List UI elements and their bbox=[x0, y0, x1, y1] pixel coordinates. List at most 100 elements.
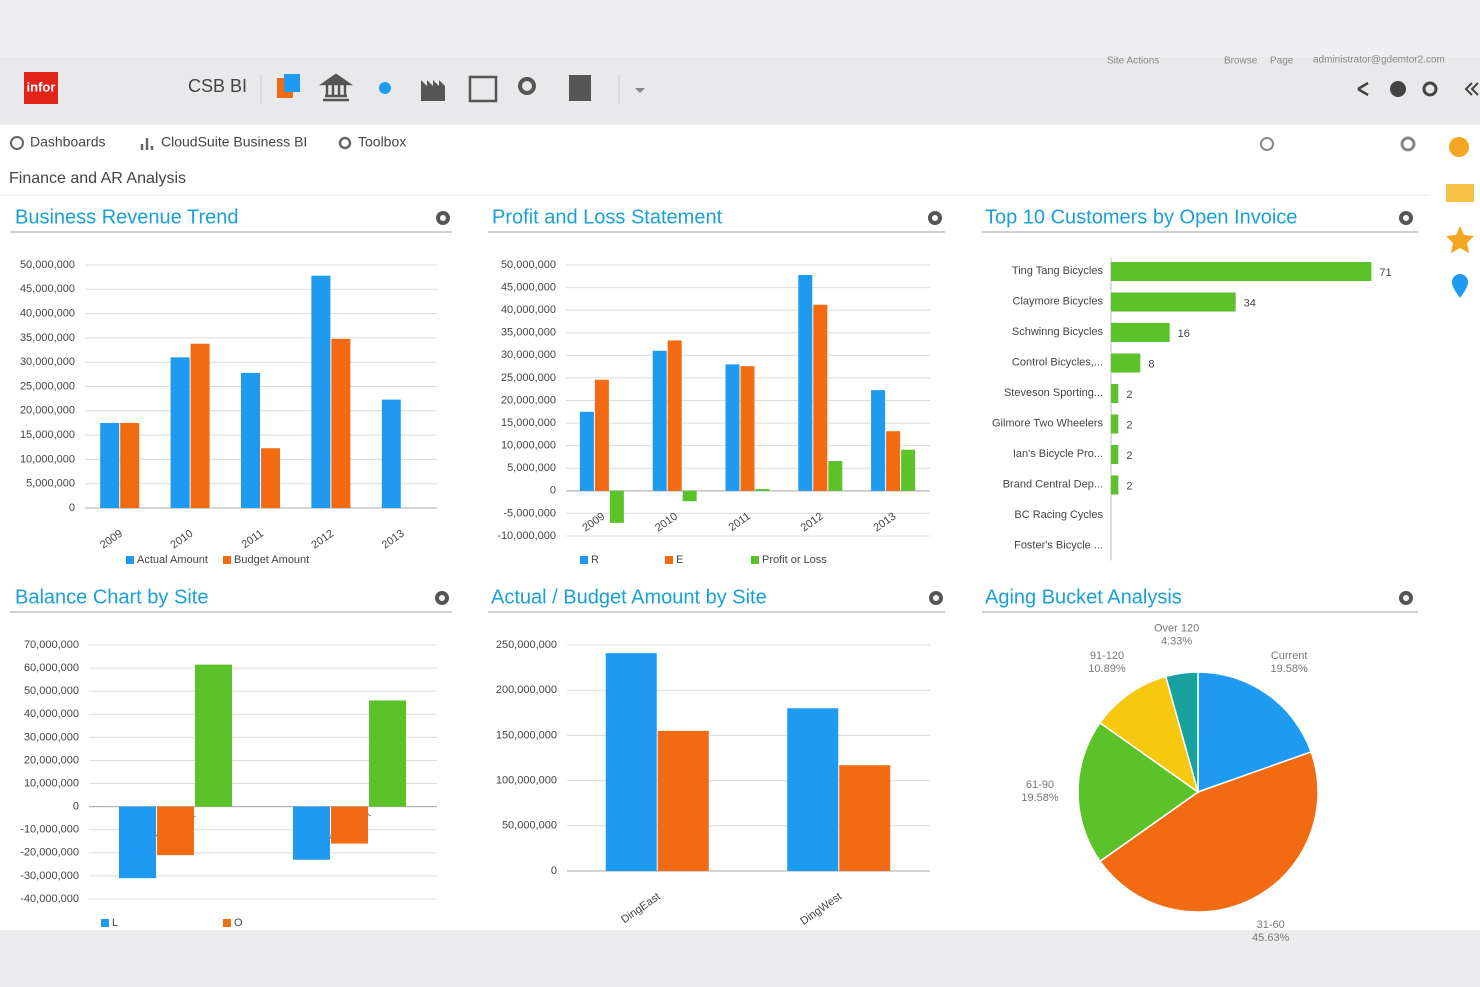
slice-value: 45.63% bbox=[1252, 932, 1290, 944]
page-link[interactable]: Page bbox=[1270, 56, 1294, 67]
bar bbox=[594, 379, 609, 491]
toolbar-icon[interactable] bbox=[379, 82, 391, 94]
legend-swatch bbox=[223, 556, 231, 564]
legend-swatch bbox=[665, 556, 673, 564]
user[interactable]: administrator@gdemtor2.com bbox=[1313, 55, 1445, 66]
legend-swatch bbox=[580, 556, 588, 564]
legend-label: O bbox=[234, 917, 243, 929]
bar bbox=[657, 730, 709, 871]
side-icon[interactable] bbox=[1449, 137, 1469, 157]
y-tick-label: 20,000,000 bbox=[501, 394, 556, 406]
y-tick-label: -30,000,000 bbox=[20, 870, 79, 882]
panel-settings[interactable] bbox=[928, 211, 942, 225]
y-tick-label: 50,000,000 bbox=[24, 685, 79, 697]
panel-settings[interactable] bbox=[435, 591, 449, 605]
data-label: 34 bbox=[1244, 297, 1256, 309]
settings-icon[interactable] bbox=[1422, 81, 1438, 97]
slice-label: Over 120 bbox=[1154, 622, 1199, 634]
info-icon[interactable] bbox=[1390, 81, 1406, 97]
y-tick-label: Foster's Bicycle ... bbox=[1014, 539, 1103, 551]
y-tick-label: Claymore Bicycles bbox=[1013, 295, 1104, 307]
panel-settings[interactable] bbox=[1399, 591, 1413, 605]
nav-item[interactable]: Dashboards bbox=[30, 134, 106, 150]
y-tick-label: 50,000,000 bbox=[20, 259, 75, 271]
y-tick-label: 20,000,000 bbox=[20, 405, 75, 417]
bar bbox=[1111, 353, 1141, 373]
bar bbox=[331, 338, 351, 508]
side-icon[interactable] bbox=[1452, 274, 1468, 298]
slice-label: 91-120 bbox=[1090, 650, 1124, 662]
site-actions[interactable]: Site Actions bbox=[1107, 56, 1159, 67]
bar bbox=[725, 364, 740, 491]
y-tick-label: 35,000,000 bbox=[501, 327, 556, 339]
bar bbox=[331, 806, 368, 844]
browse[interactable]: Browse bbox=[1224, 56, 1258, 67]
y-tick-label: 10,000,000 bbox=[501, 440, 556, 452]
bar bbox=[170, 357, 190, 508]
y-tick-label: 0 bbox=[73, 801, 79, 813]
y-tick-label: 35,000,000 bbox=[20, 332, 75, 344]
y-tick-label: -10,000,000 bbox=[497, 530, 556, 542]
side-icon[interactable] bbox=[1446, 226, 1474, 253]
y-tick-label: -20,000,000 bbox=[20, 847, 79, 859]
bar bbox=[828, 461, 843, 491]
bar bbox=[1111, 384, 1119, 403]
logo[interactable] bbox=[24, 72, 58, 104]
toolbar-icon[interactable] bbox=[468, 75, 498, 103]
data-label: 8 bbox=[1148, 358, 1154, 370]
y-tick-label: 15,000,000 bbox=[20, 429, 75, 441]
panel-settings[interactable] bbox=[436, 211, 450, 225]
bar bbox=[293, 806, 330, 860]
legend-label: Actual Amount bbox=[137, 554, 208, 566]
y-tick-label: Gilmore Two Wheelers bbox=[992, 417, 1104, 429]
legend-label: E bbox=[676, 554, 683, 566]
toolbar-icon[interactable] bbox=[284, 74, 300, 92]
toolbar-icon[interactable] bbox=[421, 80, 445, 101]
toolbar-icon[interactable] bbox=[569, 75, 591, 101]
panel-settings[interactable] bbox=[1399, 211, 1413, 225]
legend-swatch bbox=[101, 919, 109, 927]
nav-item[interactable]: CloudSuite Business BI bbox=[161, 134, 307, 150]
slice-value: 19.58% bbox=[1021, 792, 1059, 804]
app-name[interactable]: CSB BI bbox=[188, 76, 247, 96]
panel-settings[interactable] bbox=[929, 591, 943, 605]
y-tick-label: 0 bbox=[551, 865, 557, 877]
bar bbox=[1111, 445, 1119, 464]
toolbar-icon[interactable] bbox=[518, 77, 536, 95]
y-tick-label: 25,000,000 bbox=[501, 372, 556, 384]
slice-value: 4.33% bbox=[1161, 635, 1192, 647]
bar bbox=[261, 448, 280, 508]
y-tick-label: 40,000,000 bbox=[501, 304, 556, 316]
bar bbox=[798, 274, 813, 491]
slice-label: Current bbox=[1271, 650, 1308, 662]
settings-icon[interactable] bbox=[1400, 136, 1416, 152]
legend-label: L bbox=[112, 917, 118, 929]
toolbar-icon[interactable] bbox=[318, 73, 354, 102]
bar bbox=[579, 411, 594, 491]
y-tick-label: Ian's Bicycle Pro... bbox=[1013, 448, 1103, 460]
bar bbox=[195, 664, 232, 807]
refresh-icon[interactable] bbox=[1260, 137, 1274, 151]
collapse-icon[interactable] bbox=[1464, 82, 1479, 96]
y-tick-label: 45,000,000 bbox=[20, 283, 75, 295]
share-icon[interactable] bbox=[1357, 81, 1369, 97]
y-tick-label: 20,000,000 bbox=[24, 754, 79, 766]
nav-icon bbox=[140, 138, 154, 150]
y-tick-label: -40,000,000 bbox=[20, 893, 79, 905]
y-tick-label: 45,000,000 bbox=[501, 281, 556, 293]
legend-swatch bbox=[223, 919, 231, 927]
data-label: 2 bbox=[1126, 450, 1132, 462]
dropdown[interactable] bbox=[635, 88, 645, 93]
bar bbox=[901, 449, 916, 491]
bar bbox=[241, 372, 260, 508]
bar bbox=[667, 340, 682, 491]
side-icon[interactable] bbox=[1446, 184, 1474, 202]
bar bbox=[605, 653, 657, 871]
nav-item[interactable]: Toolbox bbox=[358, 134, 406, 150]
y-tick-label: 100,000,000 bbox=[496, 775, 557, 787]
y-tick-label: Ting Tang Bicycles bbox=[1012, 265, 1104, 277]
data-label: 16 bbox=[1178, 328, 1190, 340]
legend-label: Profit or Loss bbox=[762, 554, 827, 566]
y-tick-label: -5,000,000 bbox=[503, 507, 556, 519]
